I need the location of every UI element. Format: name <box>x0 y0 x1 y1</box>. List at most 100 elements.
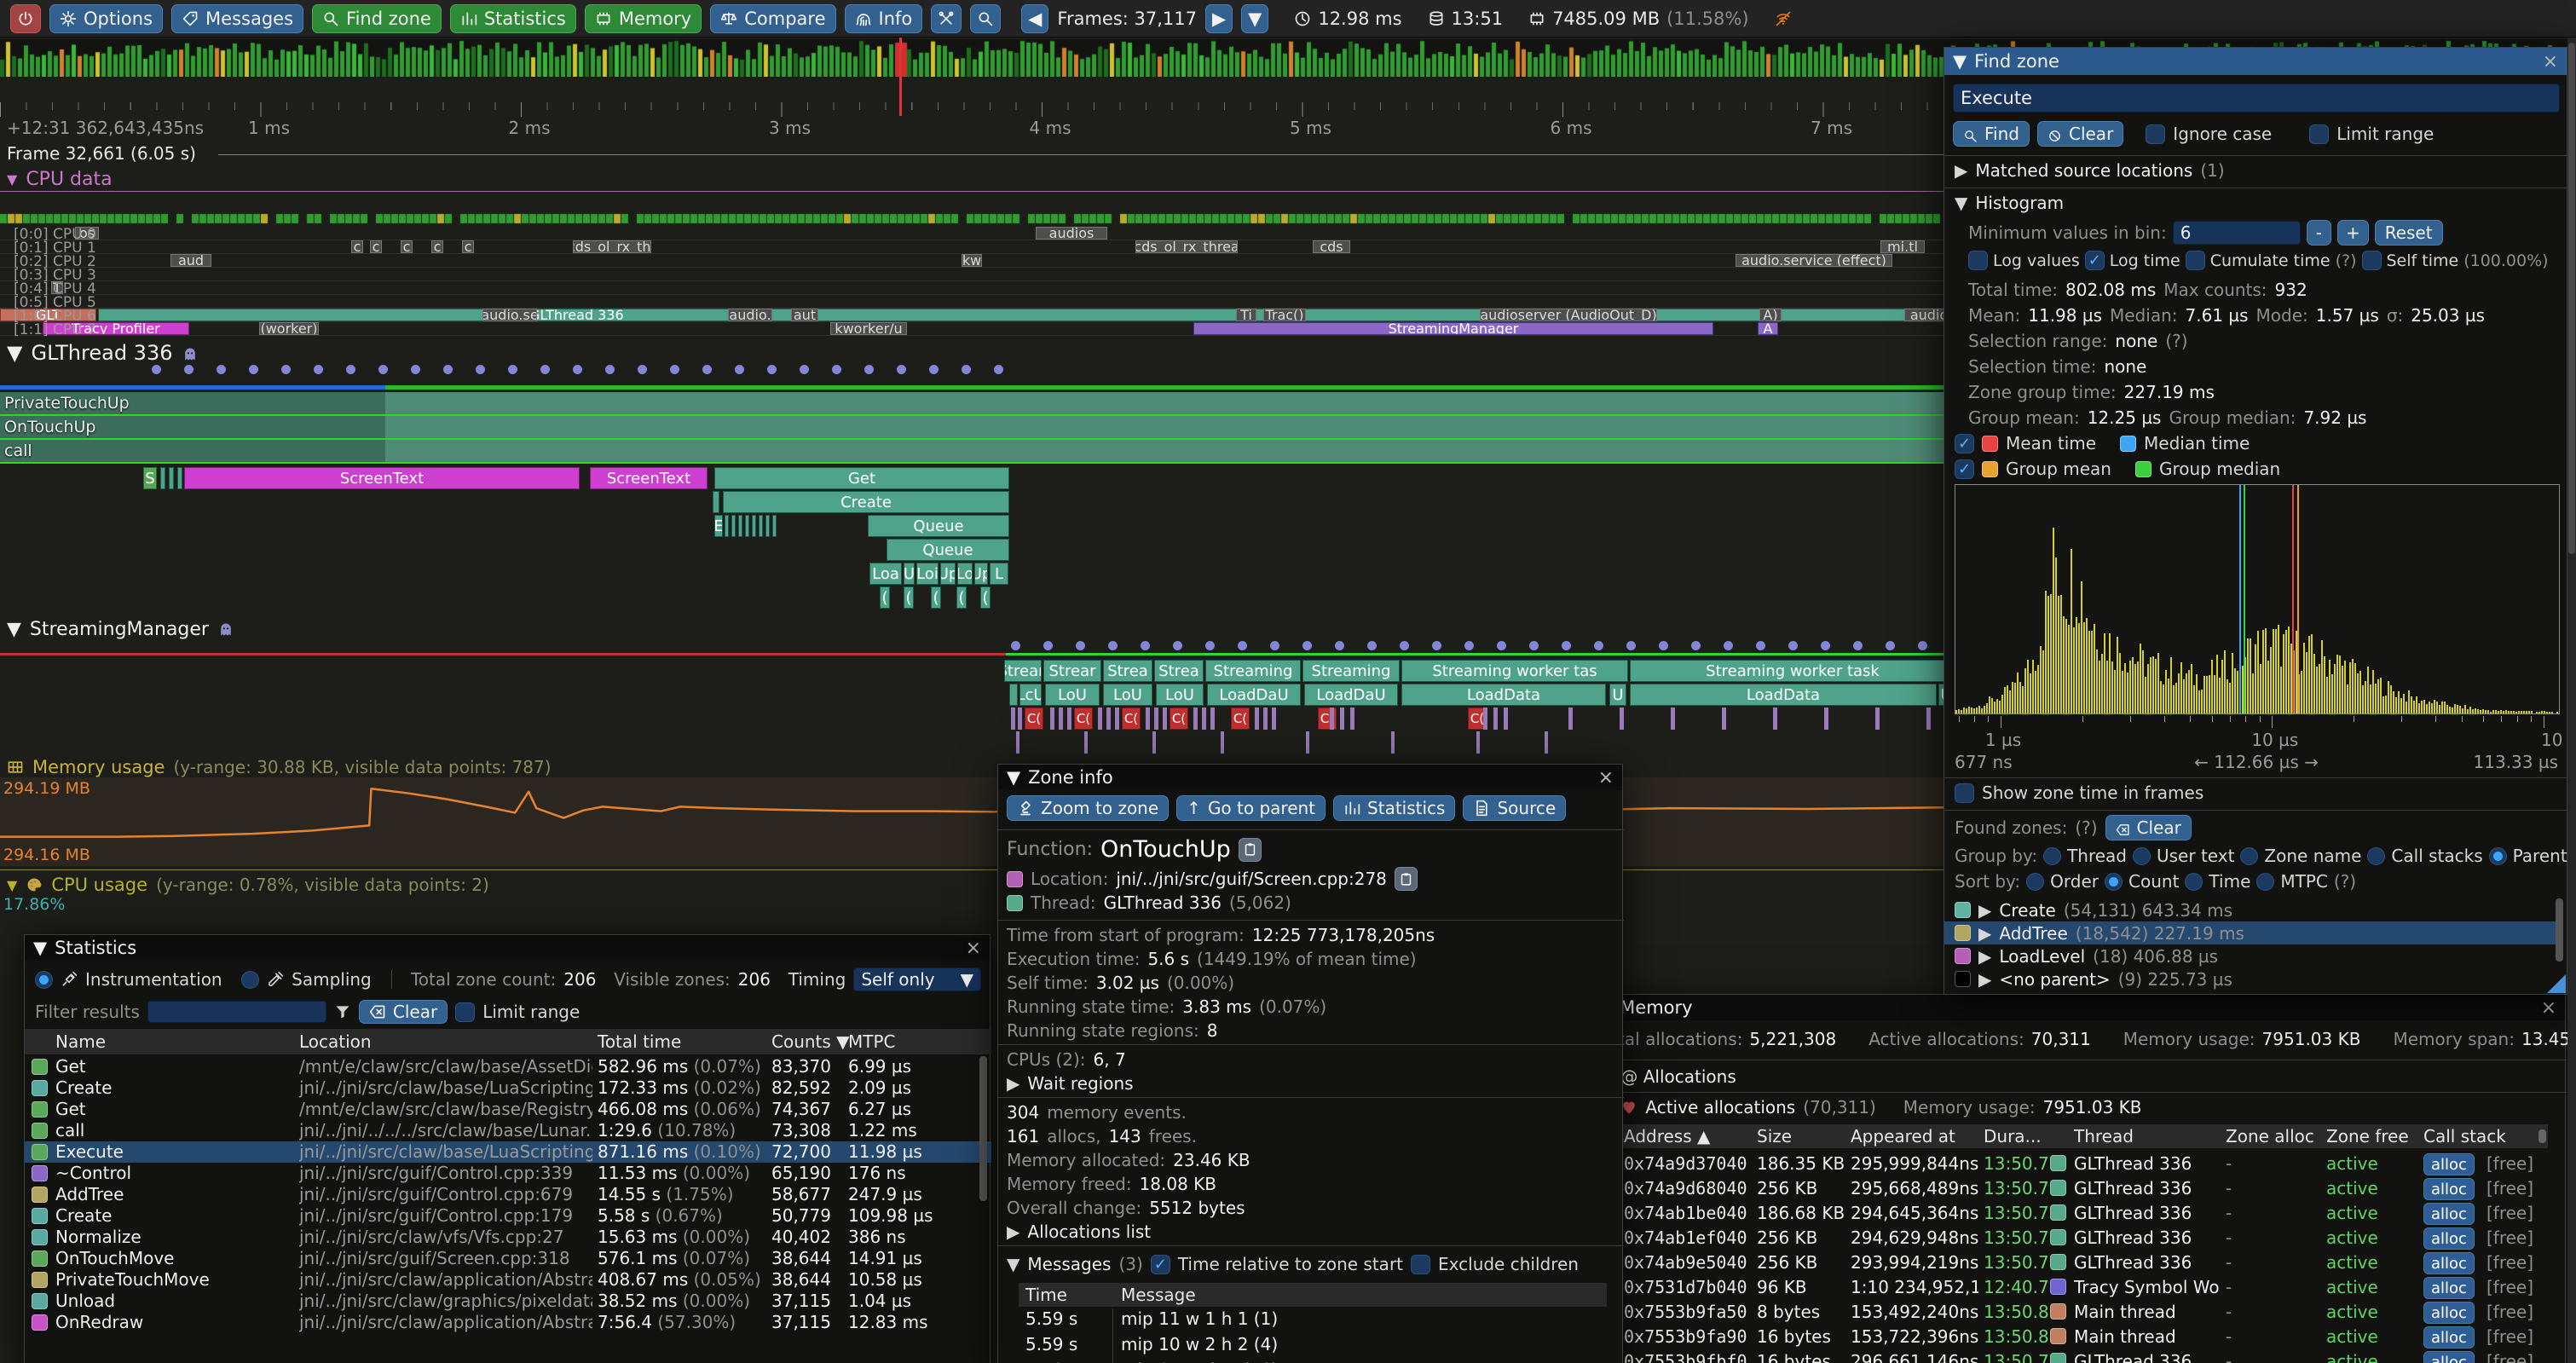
loaddata-zone[interactable]: LoadData <box>1630 684 1937 706</box>
allocation-row[interactable]: 0x7553b9fa50 8 bytes 153,492,240ns 13:50.8 M… <box>1590 1300 2567 1325</box>
time-relative-checkbox[interactable]: ✓ <box>1150 1254 1170 1274</box>
gl-zone[interactable] <box>713 491 719 513</box>
gl-zone-[interactable]: ( <box>904 586 914 609</box>
header-scroll-thumb[interactable] <box>2538 1129 2546 1143</box>
clear-button[interactable]: Clear <box>2036 121 2124 147</box>
gl-zone-[interactable]: ( <box>931 586 941 609</box>
cpu-chip[interactable]: (worker) <box>259 322 319 335</box>
zone-info-line[interactable]: ▶ Allocations list <box>1007 1222 1151 1242</box>
table-row[interactable]: Create jni/../jni/src/claw/base/LuaScript… <box>25 1077 991 1099</box>
loaddata-zone[interactable]: LoadData <box>1401 684 1606 706</box>
exclude-children-checkbox[interactable] <box>1411 1254 1431 1274</box>
statistics-button[interactable]: Statistics <box>1333 795 1456 821</box>
allocation-row[interactable]: 0x74a9d37040 186.35 KB 295,999,844ns 13:50.… <box>1590 1152 2567 1176</box>
memory-button[interactable]: Memory <box>584 3 702 33</box>
message-row[interactable]: 5.59 s mip 11 w 1 h 1 (1) <box>1019 1308 1607 1334</box>
limit-range-checkbox[interactable] <box>455 1002 476 1022</box>
find-zone-scrollbar[interactable] <box>2556 898 2563 962</box>
column-header[interactable]: Zone alloc <box>2226 1126 2314 1146</box>
gl-zone-u[interactable]: U <box>904 563 915 585</box>
sampling-radio[interactable] <box>241 970 260 989</box>
close-icon[interactable]: × <box>965 937 981 959</box>
column-header[interactable]: Counts ▼ <box>771 1031 850 1052</box>
zone-band-ontouchup[interactable]: OnTouchUp <box>0 416 1978 438</box>
cpu-data-header[interactable]: ▼ CPU data <box>7 169 113 190</box>
allocation-row[interactable]: 0x7553b9fbf0 16 bytes 296,661,146ns 13:50.7… <box>1590 1349 2567 1363</box>
copy-clipboard-button[interactable] <box>1238 837 1262 862</box>
gl-zone-queue[interactable]: Queue <box>868 515 1009 537</box>
gl-zone[interactable] <box>745 515 749 537</box>
message-row[interactable]: 5.59 s mip 10 w 2 h 2 (4) <box>1019 1334 1607 1360</box>
alloc-callstack-button[interactable]: alloc <box>2423 1227 2475 1250</box>
cpu-zone-salmon[interactable]: GLT <box>0 309 96 321</box>
loaddata-zone[interactable]: LoU <box>1103 684 1152 706</box>
cpu-chip[interactable]: cds <box>1313 240 1350 253</box>
gl-zone[interactable] <box>731 515 736 537</box>
histogram-tree-row[interactable]: ▼ Histogram <box>1955 193 2064 213</box>
cpu-chip[interactable]: Trac() <box>1263 309 1306 321</box>
column-header[interactable]: Address ▲ <box>1624 1126 1711 1146</box>
loaddata-zone[interactable]: LoadDaU <box>1207 684 1301 706</box>
cpu-zone-purple[interactable]: StreamingManager <box>1193 322 1713 335</box>
gl-zone[interactable] <box>765 515 770 537</box>
cpu-chip[interactable]: cds_ol_rx_threa <box>1135 240 1238 253</box>
table-row[interactable]: Unload jni/../jni/src/claw/graphics/pixel… <box>25 1291 991 1312</box>
allocation-row[interactable]: 0x7553b9fa90 16 bytes 153,722,396ns 13:50.8… <box>1590 1325 2567 1349</box>
memory-usage-header[interactable]: Memory usage (y-range: 30.88 KB, visible… <box>7 757 552 777</box>
log-time-checkbox[interactable]: ✓ <box>2084 251 2105 270</box>
glthread-header[interactable]: ▼ GLThread 336 <box>7 341 199 365</box>
error-zone[interactable]: C( <box>1468 707 1487 730</box>
memory-usage-plot[interactable]: 294.19 MB 294.16 MB <box>0 777 1945 866</box>
cpu-chip[interactable]: Ti <box>1236 309 1256 321</box>
find-zone-button[interactable]: Find zone <box>312 3 442 33</box>
zone-info-line[interactable]: ▶ Wait regions <box>1007 1073 1134 1094</box>
error-zone[interactable]: C( <box>1231 707 1250 730</box>
error-zone[interactable]: C( <box>1074 707 1093 730</box>
table-row[interactable]: AddTree jni/../jni/src/guif/Control.cpp:6… <box>25 1184 991 1205</box>
stats-scrollbar[interactable] <box>979 1056 987 1201</box>
gl-zone[interactable] <box>738 515 742 537</box>
cpu-chip[interactable]: audio. <box>728 309 772 321</box>
error-zone[interactable]: C( <box>1122 707 1141 730</box>
gl-zone-loa[interactable]: Loa <box>869 563 902 585</box>
gl-zone-queue[interactable]: Queue <box>887 539 1009 561</box>
streaming-header[interactable]: ▼ StreamingManager <box>7 619 234 640</box>
loaddata-zone[interactable]: LoU <box>1156 684 1204 706</box>
cpu-zone-teal[interactable]: GLThread 336 <box>98 309 1952 321</box>
sort-by-count[interactable] <box>2105 872 2123 891</box>
log-values-checkbox[interactable] <box>1968 251 1988 270</box>
gl-zone-l[interactable]: L <box>990 563 1008 585</box>
self-time-checkbox[interactable] <box>2361 251 2382 270</box>
gl-zone[interactable] <box>759 515 763 537</box>
cpu-chip[interactable]: c <box>431 240 443 253</box>
histogram-plot[interactable] <box>1955 484 2560 714</box>
streaming-worker-zone[interactable]: Streaming worker tas <box>1401 660 1628 682</box>
next-frame-button[interactable]: ▶ <box>1205 3 1233 33</box>
gl-zone[interactable] <box>725 515 729 537</box>
column-header[interactable]: Thread <box>2074 1126 2134 1146</box>
close-icon[interactable]: × <box>2540 996 2556 1019</box>
time-legend-checkbox[interactable]: ✓ <box>1955 433 1974 453</box>
table-row[interactable]: Execute jni/../jni/src/claw/base/LuaScrip… <box>25 1141 991 1163</box>
gl-zone-[interactable]: ( <box>980 586 991 609</box>
streaming-worker-zone[interactable]: Streaming <box>1302 660 1400 682</box>
streaming-worker-zone[interactable]: Streaming worker task <box>1630 660 1955 682</box>
found-clear-button[interactable]: Clear <box>2105 815 2192 840</box>
column-header[interactable]: Location <box>299 1031 372 1052</box>
timing-dropdown[interactable]: Self only ▼ <box>853 967 981 991</box>
power-button[interactable] <box>10 3 41 33</box>
table-row[interactable]: OnTouchMove jni/../jni/src/guif/Screen.cp… <box>25 1248 991 1269</box>
table-row[interactable]: Get/mnt/e/claw/src/claw/base/Registry.hp… <box>25 1099 991 1120</box>
find-zone-titlebar[interactable]: ▼ Find zone × <box>1944 48 2567 75</box>
group-by-thread[interactable] <box>2043 846 2062 865</box>
gl-zone[interactable] <box>169 467 174 489</box>
column-header[interactable]: Size <box>1757 1126 1793 1146</box>
alloc-callstack-button[interactable]: alloc <box>2423 1252 2475 1274</box>
table-row[interactable]: call jni/../jni/../../../src/claw/base/Lu… <box>25 1120 991 1141</box>
found-zone-group[interactable]: ▶ LoadLevel (18) 406.88 µs <box>1944 944 2562 967</box>
group-by-call-stacks[interactable] <box>2367 846 2386 865</box>
zone-info-titlebar[interactable]: ▼ Zone info × <box>998 765 1622 790</box>
cpu-usage-header[interactable]: ▼ CPU usage (y-range: 0.78%, visible dat… <box>7 875 489 895</box>
table-row[interactable]: OnRedraw jni/../jni/src/claw/application/… <box>25 1312 991 1333</box>
column-header[interactable]: Time <box>1025 1285 1067 1305</box>
